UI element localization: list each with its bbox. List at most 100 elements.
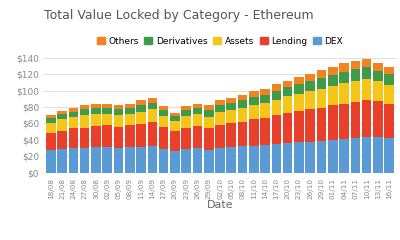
Bar xyxy=(272,84,281,90)
Bar xyxy=(226,147,236,173)
Bar xyxy=(68,128,78,148)
Bar xyxy=(339,139,349,173)
Bar xyxy=(148,98,157,103)
Bar xyxy=(57,149,67,173)
Bar xyxy=(260,145,270,173)
Bar xyxy=(384,67,394,74)
Bar xyxy=(272,144,281,173)
Bar xyxy=(339,63,349,72)
Bar xyxy=(102,104,112,108)
Bar xyxy=(272,90,281,100)
Bar xyxy=(114,115,123,127)
Bar xyxy=(136,124,146,147)
Bar xyxy=(317,141,326,173)
Bar xyxy=(384,104,394,138)
Bar xyxy=(238,146,247,173)
Bar xyxy=(339,83,349,104)
Bar xyxy=(306,81,315,91)
Bar xyxy=(57,114,67,119)
Bar xyxy=(148,122,157,146)
Bar xyxy=(80,127,90,148)
Bar xyxy=(57,111,67,114)
Bar xyxy=(249,119,259,146)
Bar xyxy=(125,114,134,125)
Bar xyxy=(46,123,56,133)
Bar xyxy=(114,127,123,148)
Bar xyxy=(148,103,157,109)
Bar xyxy=(306,109,315,142)
Bar xyxy=(170,121,180,131)
Bar xyxy=(114,109,123,115)
Bar xyxy=(46,150,56,173)
Bar xyxy=(362,100,372,137)
Bar xyxy=(204,110,214,117)
Bar xyxy=(249,91,259,97)
Bar xyxy=(215,100,225,105)
Bar xyxy=(159,127,168,149)
Bar xyxy=(294,111,304,142)
Bar xyxy=(91,114,101,126)
Bar xyxy=(68,117,78,128)
Bar xyxy=(294,84,304,94)
Bar xyxy=(215,105,225,112)
Bar xyxy=(80,148,90,173)
Bar xyxy=(384,74,394,85)
Bar xyxy=(362,137,372,173)
Bar xyxy=(238,100,247,108)
Legend: Others, Derivatives, Assets, Lending, DEX: Others, Derivatives, Assets, Lending, DE… xyxy=(97,37,343,46)
Bar xyxy=(306,74,315,81)
Bar xyxy=(102,147,112,173)
Bar xyxy=(328,105,338,140)
Bar xyxy=(373,71,383,81)
Bar xyxy=(238,108,247,122)
Bar xyxy=(80,115,90,127)
Bar xyxy=(272,100,281,115)
Bar xyxy=(226,103,236,110)
Bar xyxy=(68,112,78,117)
Bar xyxy=(204,105,214,110)
Bar xyxy=(136,112,146,124)
Bar xyxy=(125,104,134,108)
Bar xyxy=(46,133,56,150)
Bar xyxy=(260,118,270,145)
Bar xyxy=(283,113,292,143)
Bar xyxy=(362,59,372,67)
Bar xyxy=(170,131,180,150)
Bar xyxy=(136,100,146,105)
Bar xyxy=(317,89,326,108)
Bar xyxy=(294,77,304,84)
Bar xyxy=(226,110,236,123)
Bar xyxy=(170,150,180,173)
Bar xyxy=(193,108,202,114)
Bar xyxy=(362,79,372,100)
Bar xyxy=(373,63,383,71)
Bar xyxy=(181,116,191,127)
Bar xyxy=(362,67,372,79)
Bar xyxy=(306,142,315,173)
Bar xyxy=(328,75,338,86)
Bar xyxy=(294,94,304,111)
Bar xyxy=(68,148,78,173)
Bar xyxy=(102,108,112,114)
Bar xyxy=(283,87,292,96)
Bar xyxy=(136,105,146,112)
Bar xyxy=(91,108,101,114)
Bar xyxy=(80,105,90,109)
Bar xyxy=(125,108,134,114)
Bar xyxy=(125,125,134,147)
Bar xyxy=(260,89,270,95)
Bar xyxy=(136,147,146,173)
Bar xyxy=(193,126,202,148)
Bar xyxy=(204,150,214,173)
Bar xyxy=(215,148,225,173)
Bar xyxy=(68,108,78,112)
Bar xyxy=(373,138,383,173)
Bar xyxy=(193,148,202,173)
Bar xyxy=(384,138,394,173)
Bar xyxy=(249,105,259,119)
Bar xyxy=(181,110,191,116)
Bar xyxy=(181,149,191,173)
Bar xyxy=(80,109,90,115)
Bar xyxy=(328,86,338,105)
Bar xyxy=(384,85,394,104)
